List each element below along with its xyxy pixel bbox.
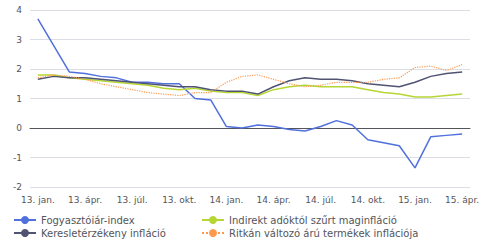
svg-text:Fogyasztóiár-index: Fogyasztóiár-index	[41, 215, 135, 226]
svg-text:1: 1	[16, 94, 22, 104]
svg-text:14. okt.: 14. okt.	[351, 195, 385, 205]
svg-text:13. júl.: 13. júl.	[117, 195, 148, 205]
svg-text:13. okt.: 13. okt.	[162, 195, 196, 205]
svg-text:Indirekt adóktól szűrt maginfl: Indirekt adóktól szűrt maginfláció	[229, 215, 397, 226]
svg-text:Ritkán változó árú termékek in: Ritkán változó árú termékek inflációja	[229, 228, 418, 239]
svg-text:15. jan.: 15. jan.	[398, 195, 432, 205]
svg-text:15. ápr.: 15. ápr.	[445, 195, 479, 205]
svg-text:14. ápr.: 14. ápr.	[257, 195, 291, 205]
svg-text:Keresletérzékeny infláció: Keresletérzékeny infláció	[41, 228, 166, 239]
svg-text:14. júl.: 14. júl.	[305, 195, 336, 205]
svg-text:13. jan.: 13. jan.	[21, 195, 55, 205]
svg-text:14. jan.: 14. jan.	[210, 195, 244, 205]
svg-text:-2: -2	[13, 182, 22, 192]
svg-text:0: 0	[16, 123, 22, 133]
svg-text:2: 2	[16, 64, 22, 74]
svg-text:-1: -1	[13, 153, 22, 163]
svg-text:13. ápr.: 13. ápr.	[68, 195, 102, 205]
svg-text:3: 3	[16, 35, 22, 45]
svg-text:4: 4	[16, 5, 22, 15]
